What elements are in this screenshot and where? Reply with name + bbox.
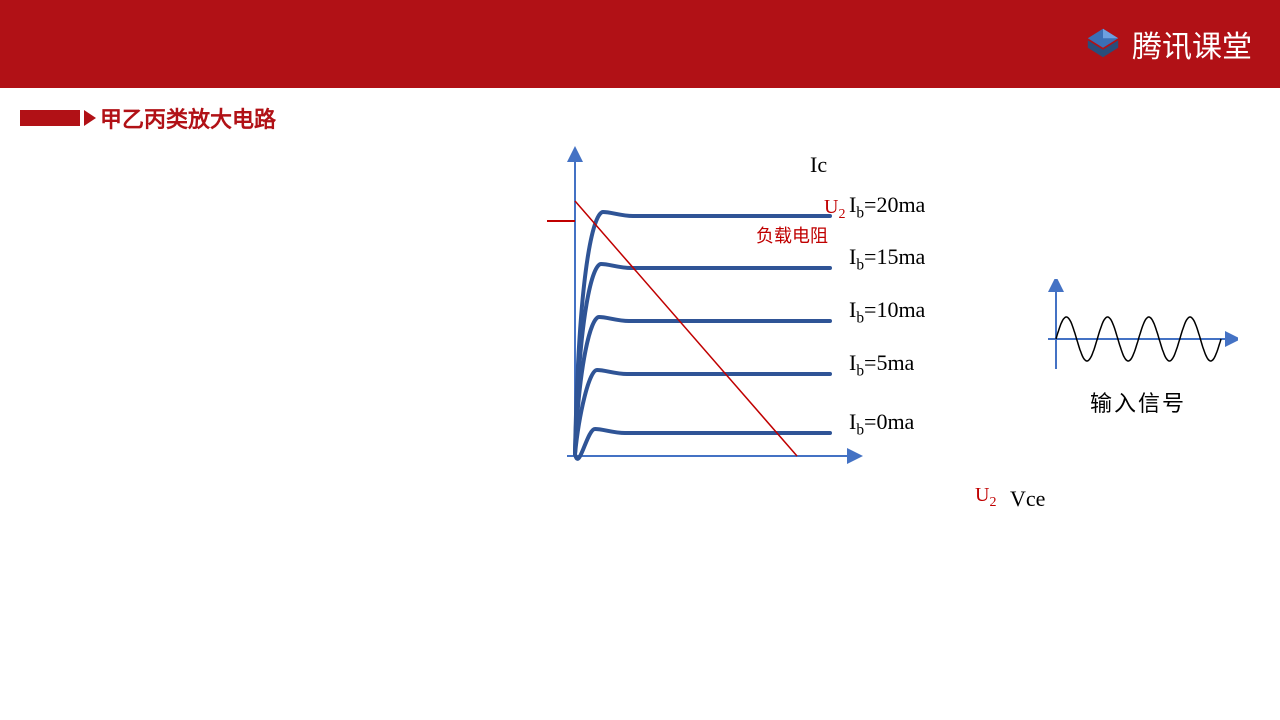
logo-text: 腾讯课堂 [1132,22,1252,66]
input-signal-svg [1038,279,1238,379]
logo-icon [1084,25,1122,63]
curve-label: Ib=10ma [849,297,925,327]
curve-label: Ib=5ma [849,350,914,380]
section-title: 甲乙丙类放大电路 [100,102,276,134]
load-resistance-label: 负载电阻 [756,222,828,248]
section-title-row: 甲乙丙类放大电路 [20,102,1280,134]
u2-y-label: U2 [824,196,845,223]
logo: 腾讯课堂 [1084,22,1252,66]
x-axis-label: Vce [1010,486,1045,512]
header-bar: 腾讯课堂 [0,0,1280,88]
input-signal-label: 输入信号 [1038,386,1238,418]
curve-label: Ib=20ma [849,192,925,222]
u2-x-label: U2 [975,484,996,511]
input-signal-chart: 输入信号 [1038,279,1238,418]
title-accent-arrow-icon [84,110,96,126]
curve-label: Ib=0ma [849,409,914,439]
curve-label: Ib=15ma [849,244,925,274]
title-accent-bar [20,110,80,126]
y-axis-label: Ic [810,152,827,178]
